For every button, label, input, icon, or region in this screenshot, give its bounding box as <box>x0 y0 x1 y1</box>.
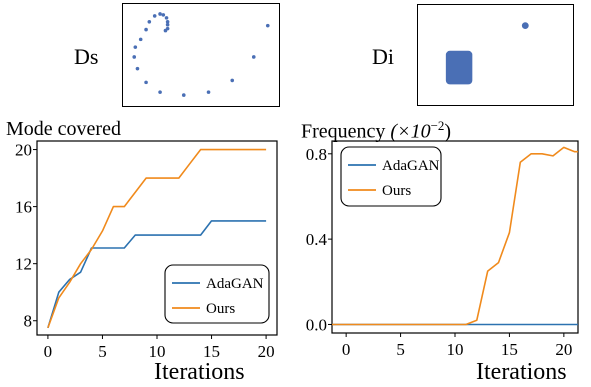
di-label: Di <box>372 44 394 69</box>
data-point <box>135 66 140 71</box>
data-point <box>165 22 170 27</box>
mode-cluster <box>445 50 473 85</box>
data-point <box>133 45 138 49</box>
series-line-ours <box>47 148 267 329</box>
x-tick-label: 0 <box>44 342 53 361</box>
frequency-title-scale: (×10 <box>390 120 431 143</box>
data-point <box>251 55 256 59</box>
y-tick-label: 0.0 <box>306 315 327 334</box>
y-tick-label: 12 <box>15 255 32 274</box>
frequency-xlabel: Iterations <box>476 359 567 385</box>
x-tick-label: 0 <box>342 340 351 359</box>
x-tick-label: 10 <box>447 340 464 359</box>
data-point <box>165 19 170 24</box>
frequency-title: Frequency (×10−2) <box>301 118 451 144</box>
x-tick-label: 15 <box>501 340 518 359</box>
legend-label: Ours <box>206 301 235 317</box>
y-tick-label: 0.4 <box>306 230 328 249</box>
data-point <box>265 23 270 28</box>
data-point <box>230 78 235 83</box>
x-tick-label: 20 <box>258 342 275 361</box>
legend-label: AdaGAN <box>382 158 440 174</box>
legend-label: Ours <box>382 183 411 199</box>
legend-label: AdaGAN <box>206 276 264 292</box>
frequency-chart: 0 5 10 15 20 0.0 0.4 0.8 AdaGAN Ours <box>306 140 579 359</box>
mode-covered-xlabel: Iterations <box>154 359 245 385</box>
data-point <box>144 80 148 85</box>
data-point <box>521 22 529 29</box>
x-tick-label: 10 <box>149 342 166 361</box>
series-line-adagan <box>47 220 267 329</box>
panel-frame <box>417 4 574 106</box>
x-tick-label: 5 <box>396 340 405 359</box>
frequency-title-close: ) <box>444 120 452 143</box>
frequency-title-exponent: −2 <box>430 118 445 133</box>
di-scatter-panel <box>417 4 574 106</box>
frequency-title-text: Frequency <box>301 120 386 143</box>
x-tick-label: 15 <box>203 342 220 361</box>
ds-scatter-panel <box>122 3 280 107</box>
y-tick-label: 8 <box>24 312 33 331</box>
data-point <box>206 90 211 94</box>
series-line-ours <box>332 146 578 326</box>
legend-box <box>340 146 442 207</box>
data-point <box>161 13 166 17</box>
mode-covered-title: Mode covered <box>6 118 121 140</box>
data-point <box>152 14 157 18</box>
data-point <box>163 28 168 33</box>
data-point <box>181 93 186 97</box>
data-point <box>138 37 143 42</box>
x-tick-label: 20 <box>555 340 572 359</box>
data-point <box>158 12 162 16</box>
y-tick-label: 20 <box>15 141 32 160</box>
panel-frame <box>122 3 280 107</box>
data-point <box>158 90 162 94</box>
data-point <box>164 16 169 20</box>
ds-label: Ds <box>74 44 99 69</box>
mode-covered-chart: 0 5 10 15 20 8 12 16 20 AdaGAN Ours <box>15 140 278 361</box>
data-point <box>147 19 152 24</box>
data-point <box>132 55 137 59</box>
x-tick-label: 5 <box>98 342 107 361</box>
y-tick-label: 16 <box>15 198 32 217</box>
data-point <box>144 27 148 32</box>
y-tick-label: 0.8 <box>306 145 327 164</box>
